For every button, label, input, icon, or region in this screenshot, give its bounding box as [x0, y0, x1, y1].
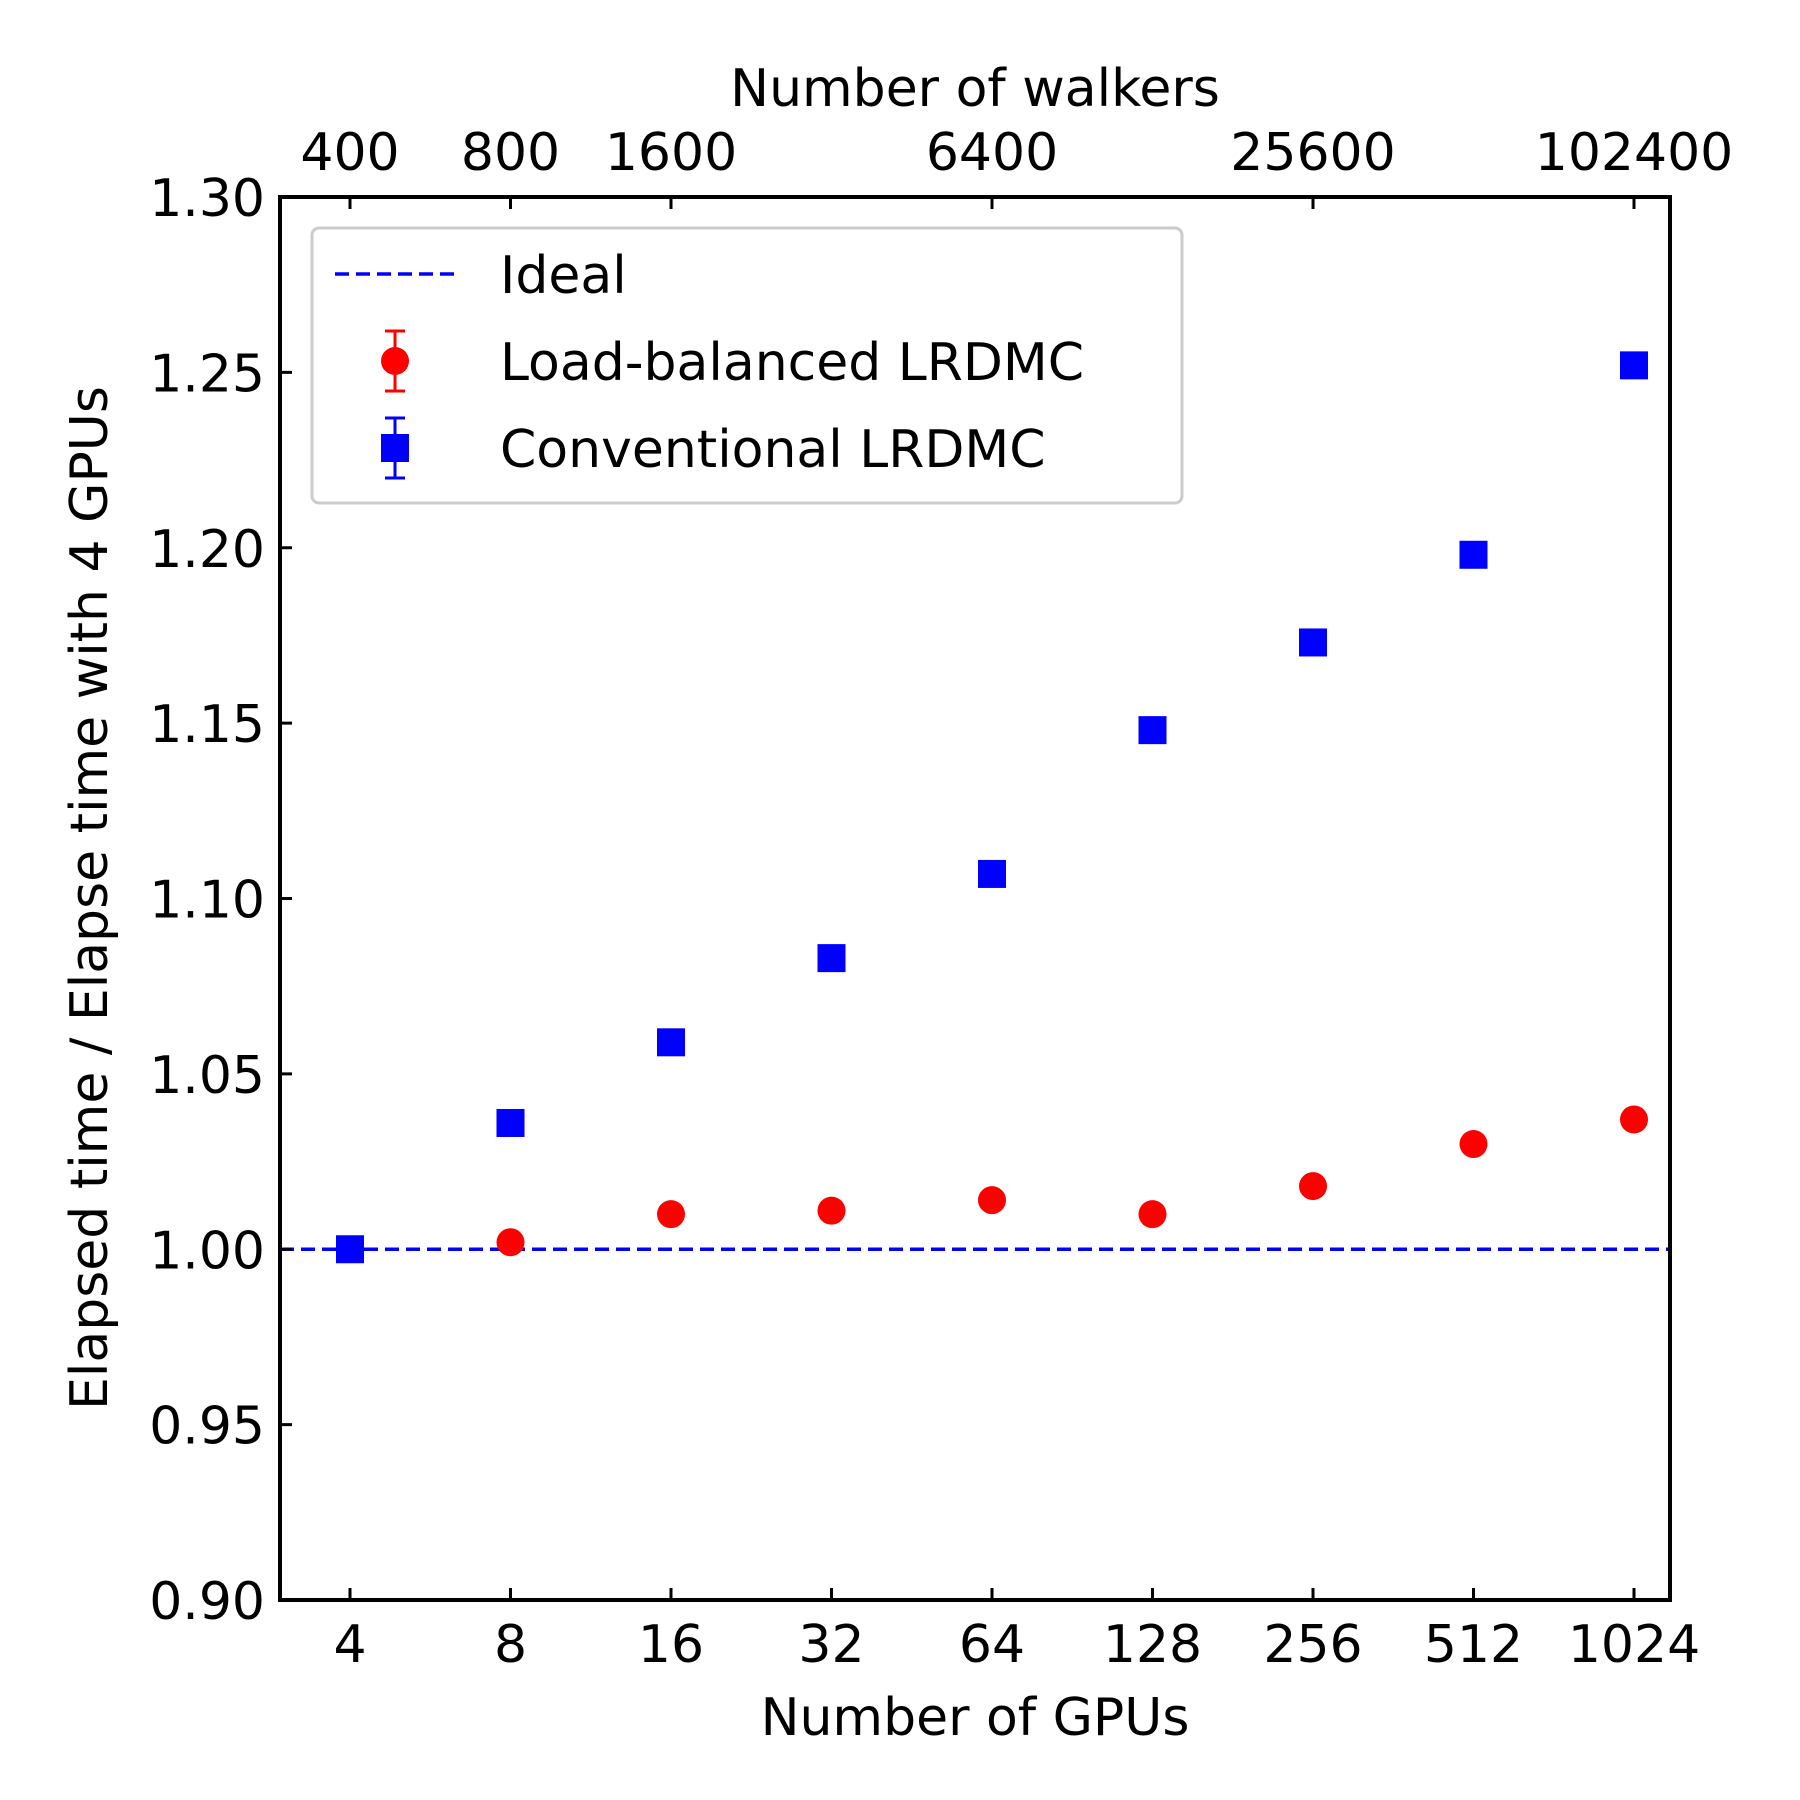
- top-x-tick-label: 6400: [926, 123, 1058, 183]
- legend-load-balanced-marker: [381, 329, 409, 393]
- top-x-tick-label: 102400: [1535, 123, 1734, 183]
- conventional-point: [657, 1028, 685, 1057]
- x-axis-title: Number of GPUs: [761, 1688, 1190, 1748]
- load-balanced-point: [978, 1186, 1006, 1215]
- conventional-point: [1138, 716, 1167, 745]
- y-tick-label: 1.10: [149, 871, 265, 931]
- legend-conventional-marker: [381, 416, 409, 480]
- x-tick-label: 16: [638, 1615, 704, 1675]
- x-tick-label: 32: [798, 1615, 864, 1675]
- y-tick-label: 1.20: [149, 520, 265, 580]
- conventional-point: [1299, 628, 1327, 657]
- y-tick-label: 1.30: [149, 169, 265, 229]
- legend-load-balanced-label: Load-balanced LRDMC: [500, 333, 1084, 393]
- data-layer: [280, 351, 1670, 1264]
- load-balanced-point: [1299, 1172, 1327, 1201]
- load-balanced-point: [496, 1228, 525, 1257]
- legend: Ideal Load-balanced LRDMC Conventional L…: [310, 226, 1184, 505]
- top-x-tick-label: 1600: [605, 123, 737, 183]
- top-x-tick-label: 25600: [1230, 123, 1395, 183]
- y-tick-label: 1.05: [149, 1046, 265, 1106]
- top-x-tick-label: 800: [461, 123, 560, 183]
- load-balanced-point: [657, 1200, 685, 1229]
- top-x-tick-label: 400: [300, 123, 399, 183]
- y-tick-label: 0.90: [149, 1572, 265, 1632]
- top-x-axis-title: Number of walkers: [730, 59, 1220, 119]
- x-tick-label: 128: [1103, 1615, 1202, 1675]
- x-tick-label: 64: [959, 1615, 1025, 1675]
- x-tick-label: 8: [494, 1615, 527, 1675]
- plot-frame: [278, 195, 1672, 1602]
- x-tick-label: 1024: [1568, 1615, 1700, 1675]
- x-tick-label: 4: [333, 1615, 366, 1675]
- conventional-point: [496, 1108, 525, 1137]
- y-tick-label: 1.15: [149, 695, 265, 755]
- load-balanced-point: [1459, 1130, 1488, 1159]
- conventional-point: [336, 1235, 364, 1264]
- y-tick-label: 0.95: [149, 1397, 265, 1457]
- conventional-point: [1459, 540, 1488, 569]
- legend-ideal-label: Ideal: [500, 246, 627, 306]
- conventional-point: [817, 944, 846, 973]
- y-axis-title: Elapsed time / Elapse time with 4 GPUs: [60, 386, 120, 1410]
- axes-layer: 4 8 16 32 64 128 256 512 1024 400 800 1600 6400 25600…: [149, 123, 1733, 1675]
- load-balanced-point: [817, 1196, 846, 1225]
- y-tick-label: 1.25: [149, 344, 265, 404]
- legend-box: [310, 226, 1184, 505]
- x-tick-label: 256: [1263, 1615, 1362, 1675]
- conventional-point: [1620, 351, 1648, 380]
- load-balanced-point: [1620, 1105, 1648, 1134]
- legend-conventional-label: Conventional LRDMC: [500, 420, 1046, 480]
- x-tick-label: 512: [1424, 1615, 1523, 1675]
- y-tick-label: 1.00: [149, 1221, 265, 1281]
- load-balanced-point: [1138, 1200, 1167, 1229]
- conventional-point: [978, 859, 1006, 888]
